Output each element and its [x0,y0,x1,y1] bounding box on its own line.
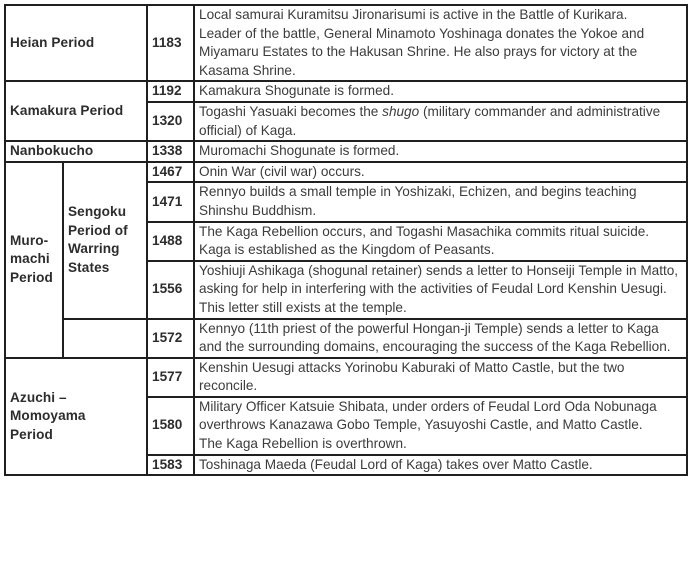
italic-term: shugo [382,103,420,119]
year-cell: 1556 [146,259,196,320]
year-cell: 1488 [146,220,196,262]
event-cell: Yoshiuji Ashikaga (shogunal retainer) se… [193,259,689,320]
timeline-row: 1471 Rennyo builds a small temple in Yosh… [5,181,689,223]
event-cell: Kennyo (11th priest of the powerful Hong… [193,317,689,359]
event-cell: Military Officer Katsuie Shibata, under … [193,395,689,456]
year-cell: 1320 [146,100,196,143]
timeline-row: 1580 Military Officer Katsuie Shibata, un… [5,395,689,456]
event-paragraph: Kaga is established as the Kingdom of Pe… [199,242,495,258]
event-cell: Rennyo builds a small temple in Yoshizak… [193,181,689,223]
timeline-row: Muro- machi Period Sengoku Period of Warr… [4,160,689,359]
event-paragraph: Onin War (civil war) occurs. [199,163,365,179]
event-paragraph: Yoshiuji Ashikaga (shogunal retainer) se… [199,262,679,315]
year-cell: 1183 [146,3,196,83]
period-cell-azuchi-momoyama: Azuchi – Momoyama Period [3,356,149,477]
event-paragraph: Kennyo (11th priest of the powerful Hong… [199,320,671,355]
event-cell: Onin War (civil war) occurs. [193,160,689,184]
event-paragraph: Kamakura Shogunate is formed. [199,83,394,99]
event-cell: Local samurai Kuramitsu Jironarisumi is … [193,3,689,83]
event-cell: Kenshin Uesugi attacks Yorinobu Kaburaki… [193,356,689,398]
subperiod-cell-sengoku: Sengoku Period of Warring States [61,160,149,320]
event-cell: Muromachi Shogunate is formed. [193,140,689,163]
year-cell: 1471 [146,181,196,223]
timeline-row: 1320 Togashi Yasuaki becomes the shugo (m… [5,100,689,143]
period-cell-heian: Heian Period [3,3,149,83]
event-cell: Kamakura Shogunate is formed. [193,80,689,103]
timeline-row: 1572 Kennyo (11th priest of the powerful … [5,317,689,359]
event-cell: Togashi Yasuaki becomes the shugo (milit… [193,100,689,143]
event-paragraph: Togashi Yasuaki becomes the shugo (milit… [199,103,661,138]
timeline-row: 1556 Yoshiuji Ashikaga (shogunal retainer… [5,259,689,320]
year-cell: 1583 [146,453,196,477]
timeline-row: Kamakura Period 1192 Kamakura Shogunate is… [3,80,689,143]
subperiod-cell-empty [61,317,149,359]
event-paragraph: Kenshin Uesugi attacks Yorinobu Kaburaki… [199,359,625,394]
timeline-row: Azuchi – Momoyama Period 1577 Kenshin Uesu… [3,356,689,477]
year-cell: 1577 [146,356,196,398]
year-cell: 1338 [146,140,196,163]
period-cell-nanbokucho: Nanbokucho [3,140,149,163]
event-paragraph: Leader of the battle, General Minamoto Y… [199,25,645,78]
history-timeline-table: Heian Period 1183 Local samurai Kuramitsu … [3,3,689,477]
timeline-table-body: Heian Period 1183 Local samurai Kuramitsu … [3,3,689,477]
timeline-row: Nanbokucho 1338 Muromachi Shogunate is for… [3,140,689,163]
event-paragraph: Local samurai Kuramitsu Jironarisumi is … [199,7,628,22]
year-cell: 1467 [146,160,196,184]
year-cell: 1192 [146,80,196,103]
timeline-row: Heian Period 1183 Local samurai Kuramitsu … [3,3,689,83]
event-paragraph: Toshinaga Maeda (Feudal Lord of Kaga) ta… [199,456,593,472]
period-cell-muromachi: Muro- machi Period [4,160,64,359]
event-cell: The Kaga Rebellion occurs, and Togashi M… [193,220,689,262]
event-paragraph: The Kaga Rebellion is overthrown. [199,436,407,452]
event-paragraph: Rennyo builds a small temple in Yoshizak… [199,184,637,218]
year-cell: 1580 [146,395,196,456]
timeline-row: 1488 The Kaga Rebellion occurs, and Togas… [5,220,689,262]
period-cell-kamakura: Kamakura Period [3,80,149,143]
year-cell: 1572 [146,317,196,359]
event-cell: Toshinaga Maeda (Feudal Lord of Kaga) ta… [193,453,689,477]
event-paragraph: Muromachi Shogunate is formed. [199,143,400,159]
event-paragraph: The Kaga Rebellion occurs, and Togashi M… [199,223,650,239]
timeline-row: 1583 Toshinaga Maeda (Feudal Lord of Kaga… [5,453,689,477]
event-paragraph: Military Officer Katsuie Shibata, under … [199,398,657,433]
